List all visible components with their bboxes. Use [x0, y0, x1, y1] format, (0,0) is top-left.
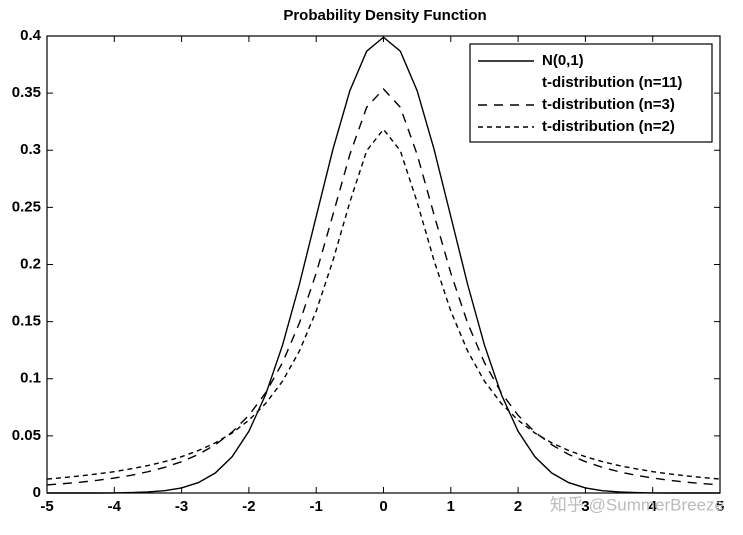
x-tick-label: 5 [716, 498, 724, 515]
legend-label: t-distribution (n=3) [542, 96, 675, 113]
x-tick-label: 3 [581, 498, 589, 515]
legend-label: t-distribution (n=11) [542, 74, 682, 91]
y-tick-label: 0.2 [20, 255, 41, 272]
legend-label: t-distribution (n=2) [542, 118, 675, 135]
y-tick-label: 0.3 [20, 141, 41, 158]
watermark: 知乎 @SummerBreeze [550, 495, 724, 514]
y-tick-label: 0.35 [12, 84, 41, 101]
x-tick-label: -4 [108, 498, 122, 515]
x-tick-label: -3 [175, 498, 188, 515]
x-tick-label: 4 [649, 498, 658, 515]
chart-title: Probability Density Function [283, 7, 486, 24]
y-tick-label: 0.15 [12, 313, 41, 330]
x-tick-label: -5 [40, 498, 53, 515]
plot-frame [46, 35, 721, 494]
y-tick-label: 0.4 [20, 27, 42, 44]
series-line [46, 87, 721, 486]
y-tick-label: 0.25 [12, 198, 41, 215]
x-tick-label: -1 [310, 498, 323, 515]
legend-label: N(0,1) [542, 52, 584, 69]
x-tick-label: 1 [447, 498, 455, 515]
series-line [46, 128, 721, 480]
x-tick-label: 2 [514, 498, 522, 515]
y-tick-label: 0 [33, 484, 41, 501]
y-tick-label: 0.05 [12, 427, 41, 444]
x-tick-label: 0 [379, 498, 387, 515]
x-tick-label: -2 [242, 498, 255, 515]
series-line [47, 36, 720, 494]
y-tick-label: 0.1 [20, 370, 41, 387]
